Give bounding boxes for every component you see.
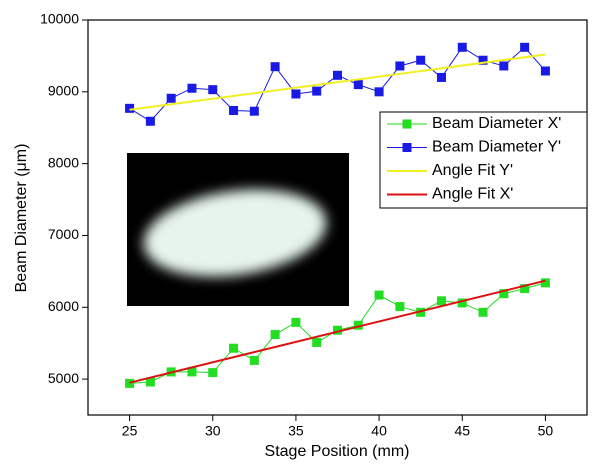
data-point — [457, 42, 467, 52]
data-point — [187, 367, 197, 377]
data-point — [540, 278, 550, 288]
x-tick-label: 25 — [122, 423, 138, 439]
data-point — [145, 377, 155, 387]
y-tick-label: 6000 — [48, 298, 79, 314]
data-point — [229, 105, 239, 115]
legend-label: Beam Diameter X' — [432, 115, 561, 132]
x-tick-label: 50 — [538, 423, 554, 439]
legend-marker — [402, 143, 412, 152]
data-point — [125, 103, 135, 113]
data-point — [270, 62, 280, 72]
data-point — [395, 61, 405, 71]
series-line — [129, 53, 546, 111]
x-axis-title: Stage Position (mm) — [265, 443, 410, 460]
data-point — [125, 378, 135, 388]
y-tick-label: 10000 — [40, 11, 79, 27]
data-point — [353, 320, 363, 330]
data-point — [333, 70, 342, 80]
data-point — [353, 80, 363, 90]
x-tick-label: 30 — [205, 423, 221, 439]
data-point — [166, 93, 176, 103]
legend-label: Angle Fit Y' — [432, 162, 513, 179]
data-point — [333, 325, 342, 335]
data-point — [416, 55, 426, 65]
legend-box — [379, 111, 588, 209]
data-point — [436, 72, 446, 82]
series-line — [129, 279, 546, 384]
data-point — [499, 61, 509, 71]
data-point — [540, 66, 550, 76]
y-tick-label: 5000 — [48, 370, 79, 386]
data-point — [374, 290, 384, 300]
legend-label: Beam Diameter Y' — [432, 139, 561, 156]
y-tick-label: 8000 — [48, 154, 79, 170]
beam-image — [127, 153, 349, 306]
data-point — [208, 368, 218, 378]
x-tick-label: 35 — [288, 423, 304, 439]
data-point — [312, 337, 322, 347]
data-point — [291, 89, 301, 99]
data-point — [249, 106, 259, 116]
y-axis-title: Beam Diameter (μm) — [13, 144, 30, 293]
beam-spot — [143, 189, 327, 277]
data-point — [208, 85, 218, 95]
legend-label: Angle Fit X' — [432, 186, 513, 203]
data-point — [395, 302, 405, 312]
data-point — [229, 343, 239, 353]
y-tick-label: 9000 — [48, 83, 79, 99]
data-point — [291, 317, 301, 327]
data-point — [499, 289, 509, 299]
data-point — [145, 116, 155, 126]
data-point — [520, 42, 530, 52]
data-point — [187, 83, 197, 93]
data-point — [249, 355, 259, 365]
data-point — [478, 55, 488, 65]
x-tick-label: 45 — [454, 423, 470, 439]
data-point — [520, 284, 530, 294]
data-point — [436, 296, 446, 306]
legend-marker — [402, 119, 412, 129]
data-point — [478, 307, 488, 317]
x-tick-label: 40 — [371, 423, 387, 439]
y-tick-label: 7000 — [48, 226, 79, 242]
data-point — [312, 86, 322, 96]
data-point — [374, 87, 384, 97]
data-point — [457, 298, 467, 308]
data-point — [270, 330, 280, 340]
